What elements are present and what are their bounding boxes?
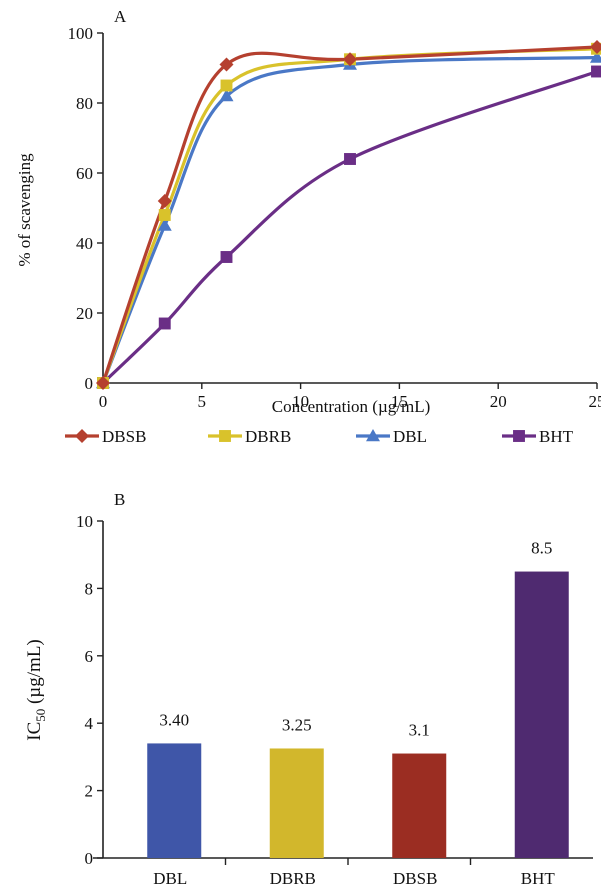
panel-a-x-axis-label: Concentration (µg/mL): [272, 397, 431, 416]
panel-a-label: A: [114, 7, 127, 26]
panel-a-x-tick-label: 20: [490, 392, 507, 411]
panel-a-y-tick-label: 40: [76, 234, 93, 253]
panel-b-y-tick-label: 2: [85, 782, 94, 801]
bar-dbsb: [392, 754, 446, 858]
panel-b-y-tick-label: 0: [85, 849, 94, 868]
category-label-dbrb: DBRB: [270, 869, 316, 888]
bar-value-label-bht: 8.5: [531, 539, 552, 558]
bar-dbrb: [270, 748, 324, 858]
legend-label-dbsb: DBSB: [102, 427, 146, 446]
category-label-dbl: DBL: [153, 869, 187, 888]
legend-label-bht: BHT: [539, 427, 574, 446]
panel-b-value-labels: 3.40 3.25 3.1 8.5: [159, 539, 552, 740]
panel-b-y-tick-label: 4: [85, 714, 94, 733]
series-point-bht: [591, 66, 601, 78]
panel-b-y-tick-label: 6: [85, 647, 94, 666]
panel-b-bars: [147, 572, 569, 858]
bar-value-label-dbl: 3.40: [159, 710, 189, 729]
panel-a-series-lines: [103, 47, 597, 383]
panel-b-y-axis-label-unit: (µg/mL): [24, 639, 45, 709]
category-label-dbsb: DBSB: [393, 869, 437, 888]
panel-a-legend: DBSB DBRB DBL BHT: [65, 427, 574, 446]
bar-value-label-dbsb: 3.1: [409, 721, 430, 740]
panel-b-y-tick-labels: 0 2 4 6 8 10: [76, 512, 94, 868]
series-line-bht: [103, 72, 597, 384]
bar-dbl: [147, 743, 201, 858]
panel-a-x-tick-label: 5: [198, 392, 207, 411]
panel-b-label: B: [114, 490, 125, 509]
panel-a-x-tick-label: 25: [589, 392, 601, 411]
legend-swatch-marker-dbsb: [75, 429, 89, 443]
panel-a-series-markers: [96, 40, 601, 390]
legend-swatch-marker-bht: [513, 430, 525, 442]
panel-a-y-tick-label: 80: [76, 94, 93, 113]
panel-a-y-tick-label: 0: [85, 374, 94, 393]
panel-b-y-axis-label: IC50 (µg/mL): [24, 639, 48, 741]
panel-b-y-axis-label-main: IC: [24, 722, 45, 741]
panel-b-y-axis-label-subscript: 50: [33, 709, 48, 722]
series-point-bht: [221, 251, 233, 263]
panel-b-category-labels: DBL DBRB DBSB BHT: [153, 869, 555, 888]
series-point-bht: [344, 153, 356, 165]
series-point-dbrb: [221, 80, 233, 92]
bar-bht: [515, 572, 569, 858]
panel-a-x-tick-label: 0: [99, 392, 108, 411]
legend-label-dbrb: DBRB: [245, 427, 291, 446]
series-point-bht: [159, 318, 171, 330]
legend-label-dbl: DBL: [393, 427, 427, 446]
series-line-dbl: [103, 58, 597, 384]
panel-b-y-tick-label: 8: [85, 579, 94, 598]
panel-a-y-tick-labels: 0 20 40 60 80 100: [68, 24, 94, 393]
panel-a-y-tick-label: 100: [68, 24, 94, 43]
series-point-dbrb: [159, 209, 171, 221]
category-label-bht: BHT: [521, 869, 556, 888]
panel-a-y-tick-label: 60: [76, 164, 93, 183]
series-line-dbsb: [103, 47, 597, 383]
bar-value-label-dbrb: 3.25: [282, 715, 312, 734]
legend-swatch-marker-dbrb: [219, 430, 231, 442]
series-line-dbrb: [103, 49, 597, 383]
panel-b-y-tick-label: 10: [76, 512, 93, 531]
panel-a-y-axis-label: % of scavenging: [15, 153, 34, 267]
panel-a-y-tick-label: 20: [76, 304, 93, 323]
